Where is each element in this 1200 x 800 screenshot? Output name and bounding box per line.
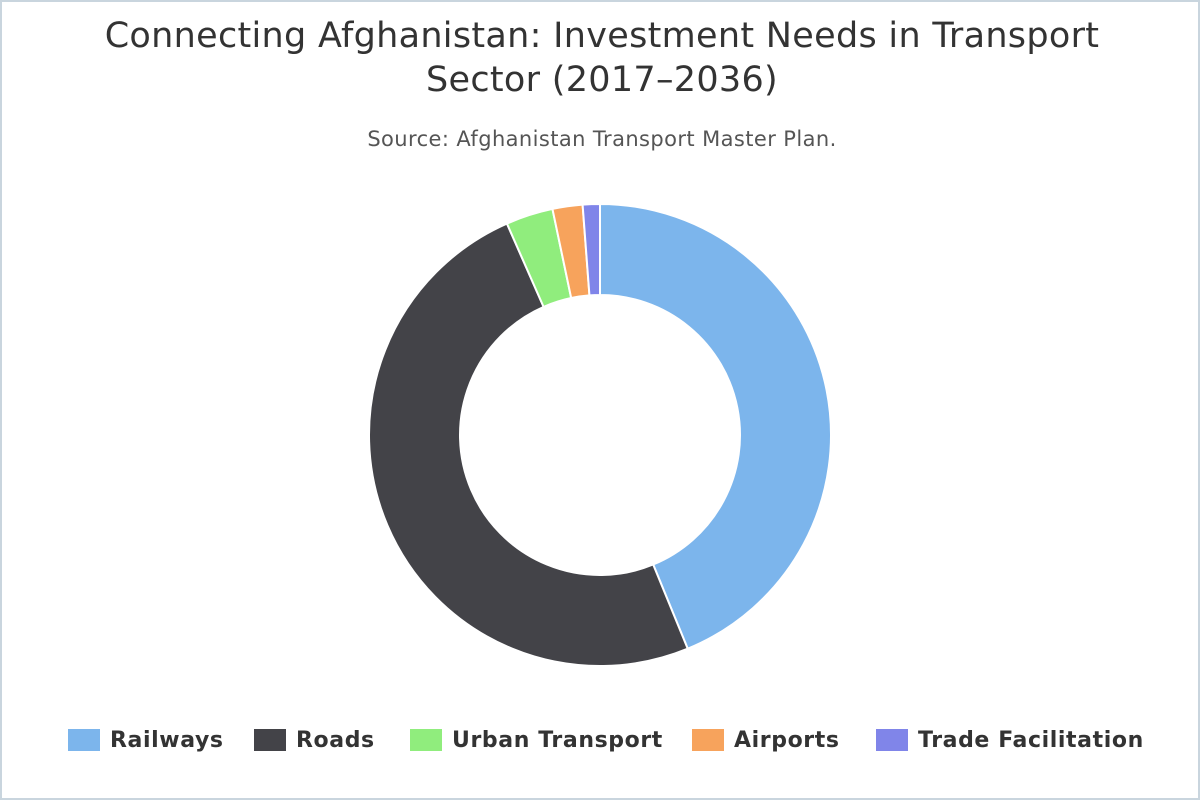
legend-label-airports: Airports — [734, 727, 840, 753]
chart-title: Connecting Afghanistan: Investment Needs… — [104, 16, 1100, 100]
legend-label-roads: Roads — [296, 727, 375, 753]
legend-label-railways: Railways — [110, 727, 224, 753]
legend-item-urban-transport[interactable]: Urban Transport — [410, 722, 663, 758]
legend-label-trade-facilitation: Trade Facilitation — [918, 727, 1144, 753]
legend-item-roads[interactable]: Roads — [254, 722, 375, 758]
donut-slice-roads[interactable] — [367, 222, 689, 667]
legend-swatch-railways — [68, 729, 100, 751]
donut-slice-railways[interactable] — [599, 203, 832, 650]
chart-legend: Railways Roads Urban Transport Airports … — [0, 722, 1200, 758]
donut-slice-trade-facilitation[interactable] — [581, 203, 601, 297]
legend-swatch-airports — [692, 729, 724, 751]
legend-item-railways[interactable]: Railways — [68, 722, 224, 758]
legend-item-airports[interactable]: Airports — [692, 722, 840, 758]
legend-label-urban-transport: Urban Transport — [452, 727, 663, 753]
legend-swatch-trade-facilitation — [876, 729, 908, 751]
legend-item-trade-facilitation[interactable]: Trade Facilitation — [876, 722, 1144, 758]
legend-swatch-roads — [254, 729, 286, 751]
legend-swatch-urban-transport — [410, 729, 442, 751]
chart-subtitle: Source: Afghanistan Transport Master Pla… — [367, 127, 837, 151]
